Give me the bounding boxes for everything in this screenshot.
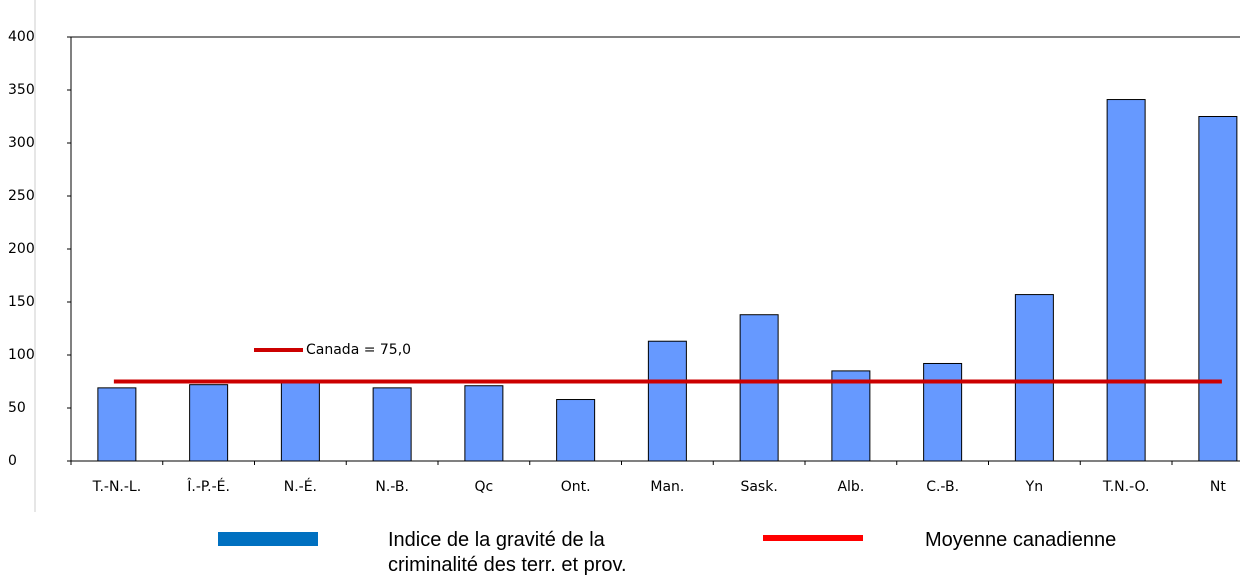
x-tick-label: Î.-P.-É. — [186, 477, 230, 495]
bar — [372, 387, 412, 462]
bar — [189, 384, 229, 462]
y-tick-label: 0 — [8, 453, 17, 469]
bar — [556, 399, 596, 462]
x-tick-label: Alb. — [837, 479, 864, 495]
x-tick-label: N.-B. — [375, 479, 409, 495]
y-tick-label: 200 — [8, 241, 35, 257]
x-tick-label: Man. — [650, 479, 684, 495]
legend-swatch — [763, 535, 863, 541]
x-tick-label: Qc — [475, 479, 494, 495]
y-tick-label: 50 — [8, 400, 26, 416]
bar — [647, 340, 687, 462]
x-tick-label: N.-É. — [284, 478, 317, 495]
y-tick-label: 100 — [8, 347, 35, 363]
bar — [97, 387, 137, 462]
y-tick-label: 150 — [8, 294, 35, 310]
annotation: Canada = 75,0 — [306, 342, 411, 358]
legend-swatch — [218, 532, 318, 546]
bar — [464, 385, 504, 462]
x-tick-label: Sask. — [740, 479, 777, 495]
x-tick-label: Yn — [1025, 479, 1043, 495]
x-tick-label: T.N.-O. — [1102, 479, 1150, 495]
y-tick-label: 250 — [8, 188, 35, 204]
y-tick-label: 400 — [8, 29, 35, 45]
bar — [1106, 99, 1146, 462]
bar — [739, 314, 779, 462]
legend-label: Moyenne canadienne — [925, 529, 1117, 551]
y-tick-label: 300 — [8, 135, 35, 151]
x-tick-label: Ont. — [561, 479, 591, 495]
bar — [280, 379, 320, 462]
bar — [923, 362, 963, 462]
y-tick-label: 350 — [8, 82, 35, 98]
bar — [1198, 116, 1238, 462]
bar — [831, 370, 871, 462]
legend-label: Indice de la gravité de la criminalité d… — [388, 529, 627, 576]
bar — [1014, 294, 1054, 462]
x-tick-label: T.-N.-L. — [92, 479, 142, 495]
x-tick-label: Nt — [1210, 479, 1226, 495]
x-tick-label: C.-B. — [926, 479, 959, 495]
